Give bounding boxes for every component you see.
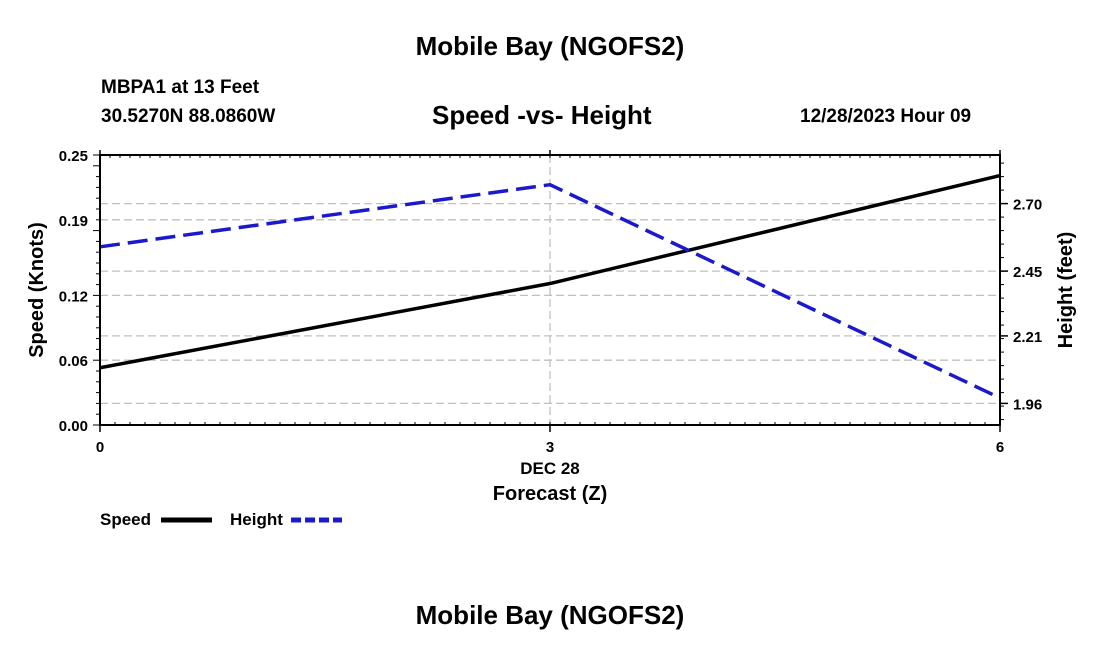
x-tick-label: 6 bbox=[996, 439, 1004, 456]
axis-layer: 0.00 0.06 0.12 0.19 0.25 1.96 2.21 2.45 2.70 0 3 6 bbox=[59, 148, 1042, 456]
y-left-axis-title: Speed (Knots) bbox=[26, 222, 48, 358]
series-layer bbox=[99, 173, 1001, 400]
legend: Speed Height bbox=[100, 510, 342, 529]
y-left-tick-label: 0.25 bbox=[59, 148, 88, 165]
y-left-tick-label: 0.19 bbox=[59, 213, 88, 230]
y-left-tick-label: 0.00 bbox=[59, 418, 88, 435]
y-left-tick-label: 0.12 bbox=[59, 288, 88, 305]
series-speed-line bbox=[99, 173, 1001, 370]
chart-title: Speed -vs- Height bbox=[432, 100, 652, 130]
y-right-axis-title: Height (feet) bbox=[1055, 232, 1077, 349]
station-label: MBPA1 at 13 Feet bbox=[101, 77, 260, 98]
grid-layer bbox=[100, 155, 1000, 425]
y-right-tick-label: 2.70 bbox=[1013, 197, 1042, 214]
x-axis-date-label: DEC 28 bbox=[520, 459, 580, 478]
x-tick-label: 0 bbox=[96, 439, 104, 456]
x-tick-label: 3 bbox=[546, 439, 554, 456]
y-right-tick-label: 2.45 bbox=[1013, 264, 1042, 281]
x-axis-title: Forecast (Z) bbox=[493, 483, 607, 505]
y-right-tick-label: 2.21 bbox=[1013, 329, 1042, 346]
series-height-line bbox=[99, 182, 1001, 400]
forecast-datetime: 12/28/2023 Hour 09 bbox=[800, 106, 972, 127]
footer-title: Mobile Bay (NGOFS2) bbox=[415, 600, 685, 630]
y-right-tick-label: 1.96 bbox=[1013, 396, 1042, 413]
legend-height-label: Height bbox=[230, 510, 283, 529]
y-left-tick-label: 0.06 bbox=[59, 353, 88, 370]
station-coordinates: 30.5270N 88.0860W bbox=[101, 106, 276, 127]
page-title: Mobile Bay (NGOFS2) bbox=[415, 31, 685, 61]
legend-speed-label: Speed bbox=[100, 510, 151, 529]
